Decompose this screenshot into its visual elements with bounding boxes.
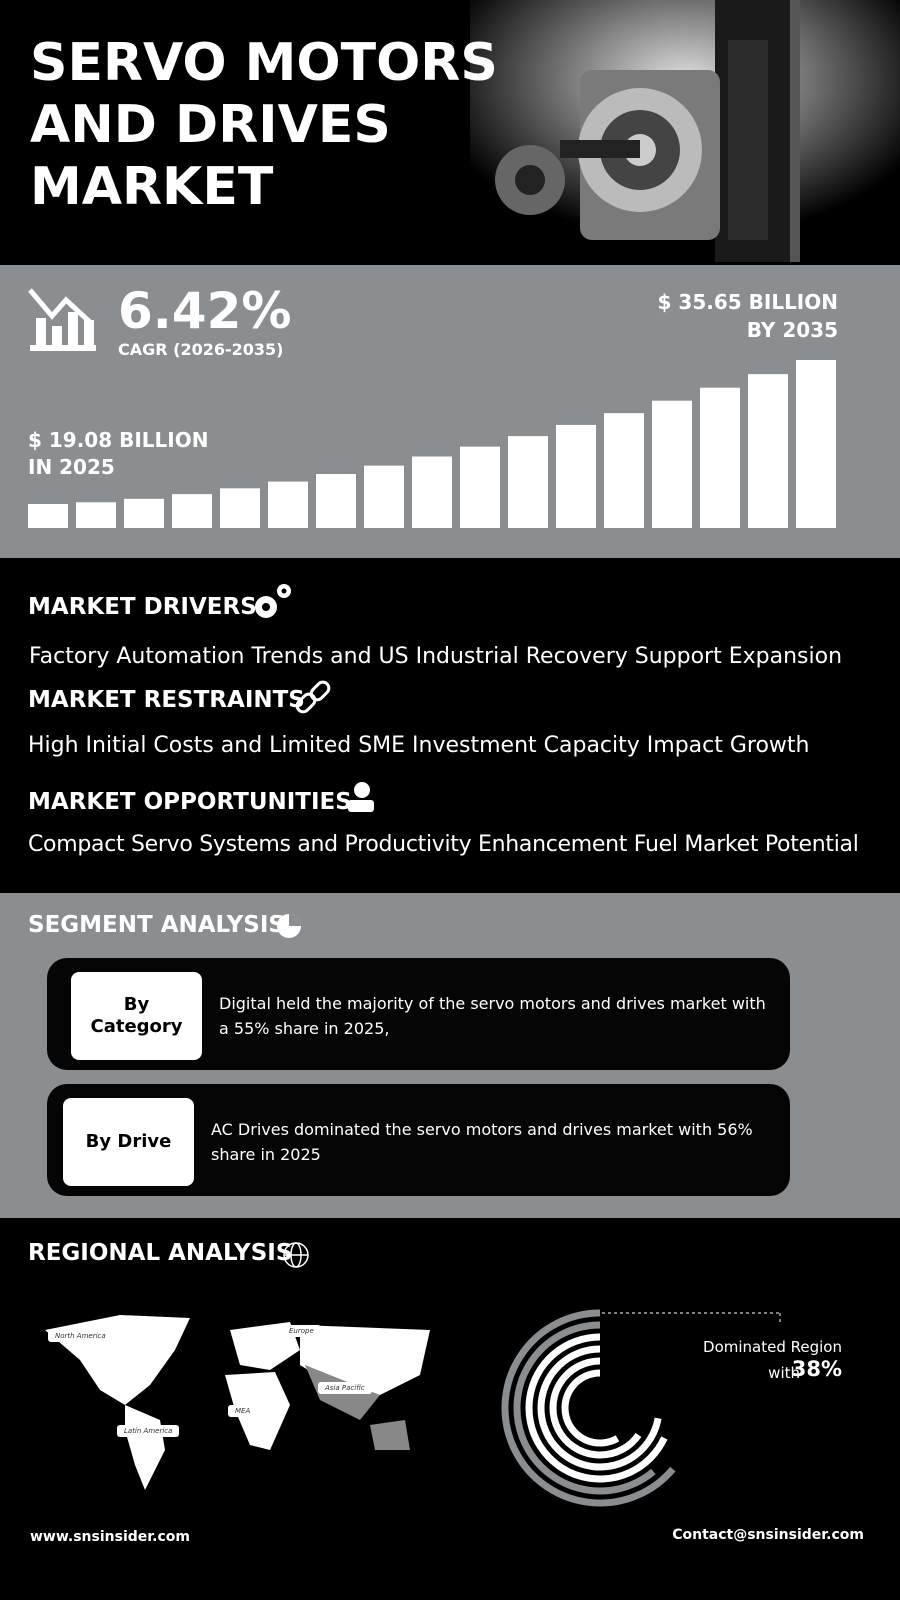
ring (525, 1333, 668, 1483)
segment-text: AC Drives dominated the servo motors and… (211, 1120, 753, 1164)
ring (549, 1357, 642, 1459)
segment-text: Digital held the majority of the servo m… (219, 994, 766, 1038)
growth-bar (556, 424, 596, 528)
cagr-value: 6.42% (118, 282, 292, 340)
segment-card: By Drive AC Drives dominated the servo m… (47, 1084, 790, 1196)
growth-bar (268, 481, 308, 528)
gear-icon (255, 584, 291, 618)
website: www.snsinsider.com (30, 1529, 191, 1545)
ring (513, 1321, 656, 1495)
segment-label: By Category (71, 972, 202, 1060)
growth-bar (364, 465, 404, 528)
insight-text: High Initial Costs and Limited SME Inves… (28, 733, 810, 758)
map-label: Latin America (117, 1425, 180, 1437)
ring (537, 1345, 662, 1471)
growth-bar (604, 413, 644, 528)
end-year: BY 2035 (746, 318, 838, 342)
growth-bar (796, 360, 836, 528)
share-rings (501, 1309, 676, 1507)
growth-bar (76, 502, 116, 528)
motor-shaft (560, 140, 640, 158)
regional-title: REGIONAL ANALYSIS (28, 1240, 293, 1266)
growth-bar (316, 474, 356, 528)
insight-text: Factory Automation Trends and US Industr… (29, 644, 843, 669)
map-label: Asia Pacific (318, 1382, 372, 1394)
chain-icon (295, 680, 331, 714)
segment-label: By Drive (63, 1098, 194, 1186)
insight-title: MARKET OPPORTUNITIES (28, 789, 352, 815)
segment-title: SEGMENT ANALYSIS (28, 912, 285, 938)
ring (501, 1309, 676, 1507)
drive-side (790, 0, 800, 262)
map-label: MEA (228, 1405, 258, 1417)
growth-bars (28, 360, 836, 528)
with-label: with (768, 1364, 800, 1382)
share-value: 38% (791, 1357, 842, 1381)
idea-icon (348, 782, 374, 812)
growth-bar (652, 400, 692, 528)
cagr-label: CAGR (2026-2035) (118, 340, 284, 359)
growth-bar (172, 494, 212, 528)
drive-panel (728, 40, 768, 240)
growth-bar (220, 488, 260, 528)
small-motor-hub (515, 165, 545, 195)
growth-bar (412, 456, 452, 528)
insight-title: MARKET RESTRAINTS (28, 687, 305, 713)
start-value: $ 19.08 BILLION (28, 428, 209, 452)
growth-bar (508, 436, 548, 528)
growth-bar (748, 374, 788, 528)
insight-title: MARKET DRIVERS (28, 594, 257, 620)
globe-icon (283, 1242, 309, 1268)
segment-card: By Category Digital held the majority of… (47, 958, 790, 1070)
map-label: North America (48, 1330, 113, 1342)
contact: Contact@snsinsider.com (672, 1527, 864, 1543)
start-year: IN 2025 (28, 455, 115, 479)
growth-bar (460, 446, 500, 528)
dominated-label: Dominated Region (703, 1338, 842, 1356)
growth-bar (700, 387, 740, 528)
growth-icon (28, 288, 96, 351)
growth-bar (28, 504, 68, 528)
map-label: Europe (282, 1325, 321, 1337)
title: SERVO MOTORS AND DRIVES MARKET (30, 33, 498, 217)
growth-bar (124, 498, 164, 528)
end-value: $ 35.65 BILLION (657, 290, 838, 314)
pie-icon (277, 914, 301, 938)
ring (561, 1369, 620, 1447)
insight-text: Compact Servo Systems and Productivity E… (28, 832, 859, 857)
